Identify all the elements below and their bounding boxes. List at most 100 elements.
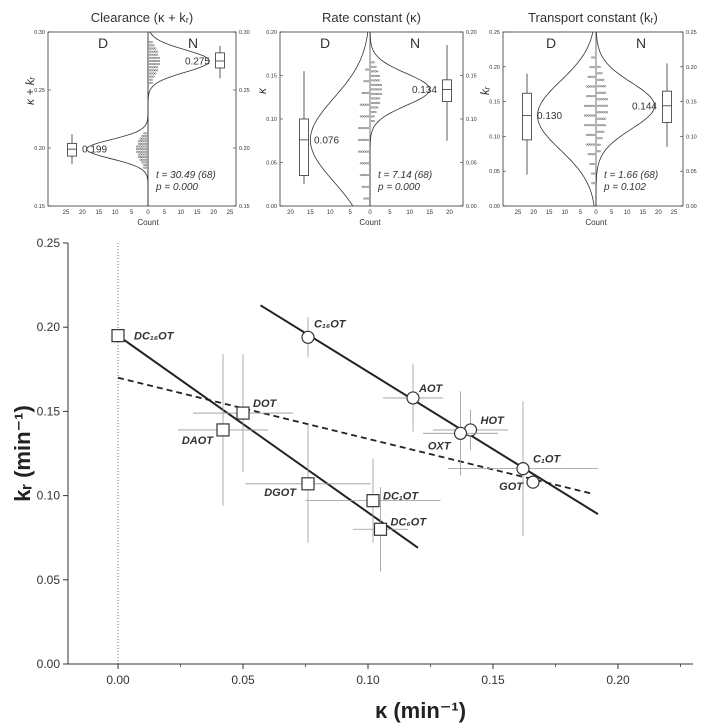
data-dot [591, 143, 594, 146]
data-dot [154, 69, 157, 72]
data-dot [374, 97, 377, 100]
data-dot [587, 124, 590, 127]
x-tick-label: 15 [426, 210, 433, 216]
data-dot [152, 63, 155, 66]
x-tick-label: 0.00 [106, 673, 130, 687]
boxplot-d: 0.199 [67, 134, 107, 165]
data-dot [357, 127, 361, 130]
fit-line-circle [259, 304, 599, 515]
median-label: 0.130 [537, 111, 562, 122]
data-dot [592, 56, 596, 59]
point-label: C₁OT [533, 454, 561, 466]
data-dot [150, 53, 153, 56]
data-dot [374, 101, 377, 105]
data-dot [152, 50, 155, 53]
data-dot [141, 161, 144, 164]
data-dot [598, 78, 601, 81]
x-tick-label: 15 [194, 210, 201, 216]
data-dot [148, 41, 152, 44]
data-dot [604, 104, 607, 107]
x-tick-label: 0 [594, 210, 598, 216]
data-dot [135, 150, 139, 153]
data-dot [357, 150, 361, 153]
data-dot [372, 79, 375, 82]
data-dot [587, 114, 590, 117]
data-dot [372, 65, 375, 68]
y-tick-label-right: 0.00 [466, 204, 477, 210]
data-dot [376, 88, 379, 91]
data-dot [144, 150, 148, 153]
data-dot [585, 124, 588, 127]
data-dot [365, 162, 368, 165]
data-dot [135, 145, 139, 148]
x-tick-label: 5 [163, 210, 167, 216]
data-dot [591, 95, 594, 98]
data-dot [148, 81, 152, 84]
data-dot [144, 145, 148, 148]
y-tick-label: 0.05 [266, 161, 277, 167]
data-dot [583, 114, 587, 117]
data-dot [363, 150, 366, 153]
data-dot [148, 63, 152, 66]
data-dot [600, 117, 603, 120]
x-tick-label: 15 [639, 210, 646, 216]
panel-xlabel: Count [137, 218, 159, 227]
panel-xlabel: Count [585, 218, 607, 227]
point-label: DC₆OT [391, 516, 428, 528]
data-dot [605, 111, 609, 114]
data-dot [152, 56, 155, 59]
data-dot [591, 124, 594, 127]
data-dot [589, 162, 592, 165]
data-dot [600, 72, 603, 75]
data-dot [365, 115, 368, 118]
data-dot [585, 104, 588, 107]
data-dot [592, 124, 596, 127]
density-curve-d [537, 31, 595, 207]
data-dot [604, 117, 607, 120]
data-dot [148, 78, 152, 81]
square-marker [216, 423, 230, 437]
box [522, 92, 532, 141]
y-tick-label-right: 0.15 [466, 74, 477, 80]
x-tick-label: 0.15 [481, 673, 505, 687]
y-tick-label: 0.20 [34, 146, 45, 152]
data-dot [361, 174, 364, 177]
data-dot [365, 103, 368, 106]
circle-marker [406, 391, 420, 405]
x-tick-label: 0.05 [231, 673, 255, 687]
data-dot [379, 92, 383, 95]
data-dot [600, 78, 603, 81]
overall-fit-line [117, 376, 594, 495]
data-dot [604, 111, 607, 114]
data-dot [602, 98, 605, 101]
x-tick-label: 20 [79, 210, 86, 216]
data-dot [376, 70, 379, 73]
square-marker [373, 522, 388, 536]
data-dot [150, 78, 153, 81]
stat-t: t = 7.14 (68) [378, 170, 432, 181]
data-dot [150, 81, 153, 84]
square-marker [366, 494, 380, 508]
data-dot [361, 103, 364, 106]
data-dot [589, 75, 592, 78]
data-dot [600, 98, 603, 101]
data-dot [137, 145, 140, 148]
x-tick-label: 5 [348, 210, 352, 216]
box [67, 142, 77, 157]
data-dot [150, 47, 153, 50]
data-dot [585, 143, 588, 146]
data-dot [141, 137, 144, 140]
panel-frame [47, 31, 237, 207]
data-dot [363, 185, 366, 188]
median-label: 0.199 [82, 145, 107, 156]
data-dot [596, 130, 600, 133]
data-dot [372, 92, 375, 95]
box [299, 118, 309, 176]
data-dot [359, 150, 362, 153]
data-dot [585, 133, 588, 136]
data-dot [585, 85, 588, 88]
circle-marker [516, 462, 530, 476]
data-dot [154, 50, 157, 53]
data-dot [144, 148, 148, 151]
data-dot [591, 172, 594, 175]
